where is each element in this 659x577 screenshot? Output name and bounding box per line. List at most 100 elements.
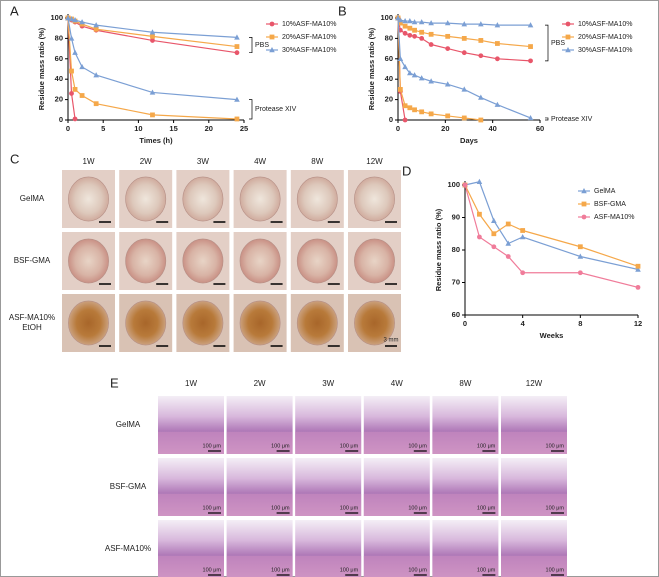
marker (461, 36, 467, 41)
implant (354, 176, 395, 222)
legend-label: 10%ASF-MA10% (578, 21, 632, 28)
marker (411, 72, 418, 78)
scale-label: 100 μm (408, 505, 427, 511)
marker (407, 18, 413, 24)
panel-label: D (402, 163, 411, 178)
tissue-band (158, 431, 224, 454)
marker (402, 63, 408, 70)
marker (407, 70, 413, 76)
marker (402, 18, 408, 24)
marker (418, 19, 425, 25)
implant (68, 238, 109, 284)
group-bracket (249, 99, 253, 120)
x-tick-label: 20 (441, 124, 449, 133)
marker (461, 50, 467, 56)
group-bracket (545, 24, 549, 62)
marker (444, 20, 451, 26)
scale-label: 100 μm (477, 567, 496, 573)
marker (402, 117, 408, 123)
column-label: 2W (140, 157, 152, 166)
legend-marker (565, 34, 571, 40)
column-label: 4W (391, 379, 403, 388)
scale-label: 100 μm (546, 505, 565, 511)
marker (234, 34, 240, 40)
x-tick-label: 15 (169, 124, 177, 133)
tissue-band (226, 493, 293, 516)
marker (68, 35, 75, 41)
marker (520, 270, 526, 276)
marker (462, 182, 468, 188)
column-label: 1W (185, 379, 197, 388)
y-tick-label: 100 (380, 13, 393, 22)
group-label: PBS (551, 40, 565, 47)
y-tick-label: 60 (452, 310, 460, 319)
tissue-band (158, 493, 224, 516)
implant (68, 300, 109, 346)
marker (428, 111, 434, 117)
marker (72, 49, 78, 55)
tissue-band (158, 555, 224, 577)
marker (234, 50, 240, 56)
implant (239, 238, 281, 284)
marker (149, 29, 156, 35)
implant (125, 300, 167, 346)
marker (478, 94, 484, 100)
marker (577, 270, 583, 276)
x-tick-label: 0 (66, 124, 70, 133)
column-label: 12W (366, 157, 383, 166)
implant (296, 238, 338, 284)
marker (491, 244, 497, 250)
legend-marker (581, 188, 587, 194)
implant (182, 300, 224, 346)
y-tick-label: 100 (447, 180, 460, 189)
scale-label: 100 μm (203, 505, 222, 511)
legend-label: 10%ASF-MA10% (282, 21, 336, 28)
series-line (397, 17, 531, 119)
marker (407, 32, 413, 38)
marker (478, 38, 484, 43)
column-label: 3W (197, 157, 209, 166)
x-tick-label: 4 (521, 319, 526, 328)
marker (402, 103, 408, 109)
row-label: ASF-MA10% (9, 313, 55, 322)
implant (125, 176, 167, 222)
marker (635, 266, 641, 272)
marker (418, 75, 425, 81)
marker (445, 46, 451, 51)
marker (495, 56, 500, 62)
legend-marker (581, 214, 587, 220)
panel-label: A (10, 3, 19, 18)
scale-label: 100 μm (203, 567, 222, 573)
marker (402, 30, 408, 36)
x-tick-label: 40 (488, 124, 496, 133)
x-tick-label: 0 (396, 124, 400, 133)
marker (79, 63, 85, 70)
y-tick-label: 70 (452, 277, 460, 286)
marker (150, 38, 155, 43)
marker (93, 26, 99, 32)
marker (93, 22, 99, 28)
marker (234, 116, 240, 122)
y-tick-label: 90 (452, 212, 460, 221)
x-axis-label: Times (h) (139, 136, 173, 145)
marker (397, 20, 403, 26)
implant (182, 238, 224, 284)
marker (577, 253, 584, 259)
tissue-band (363, 493, 430, 516)
group-label: PBS (255, 42, 269, 49)
marker (69, 68, 74, 74)
tissue-band (295, 555, 362, 577)
x-tick-label: 5 (101, 124, 105, 133)
marker (461, 86, 468, 92)
marker (65, 15, 71, 21)
marker (419, 109, 425, 115)
marker (478, 21, 484, 27)
y-tick-label: 60 (385, 54, 393, 63)
marker (495, 41, 500, 46)
series-line (397, 17, 481, 121)
legend-label: 20%ASF-MA10% (282, 34, 336, 41)
scale-label: 100 μm (477, 505, 496, 511)
marker (494, 101, 501, 107)
tissue-band (226, 555, 293, 577)
